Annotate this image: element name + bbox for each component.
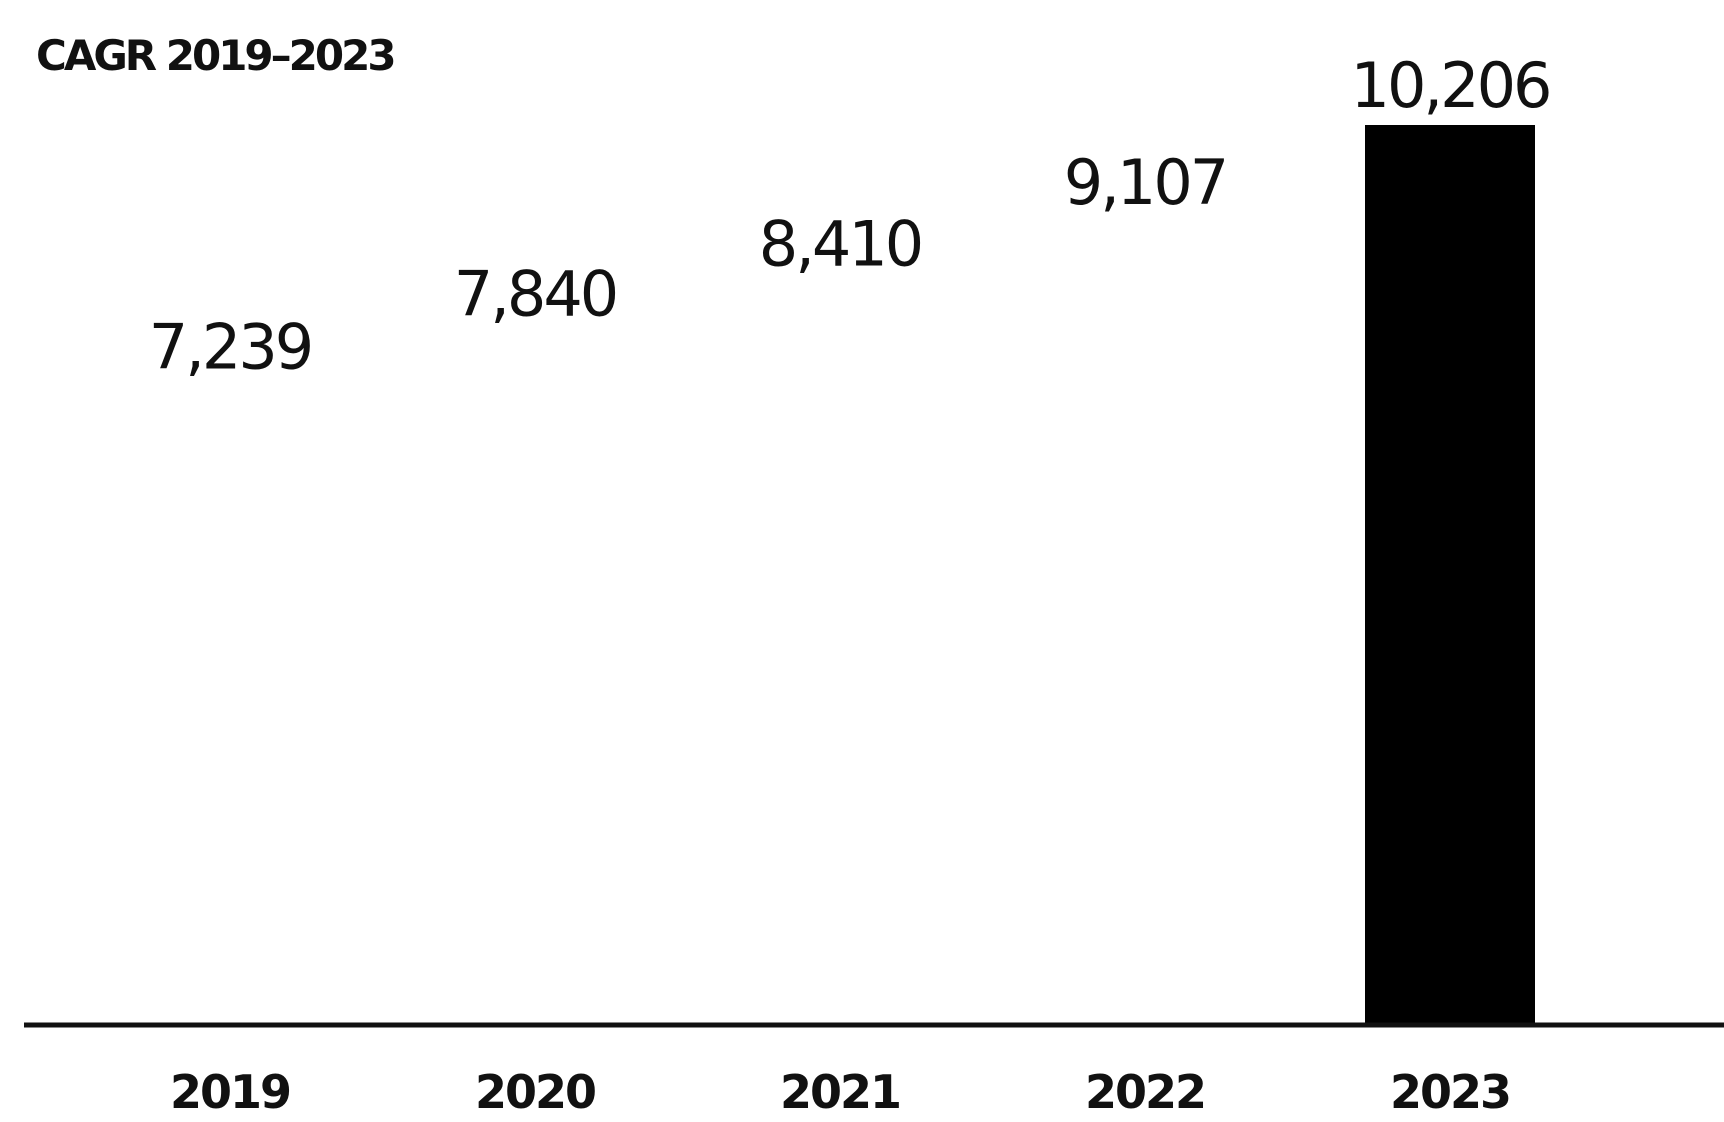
- value-label-2023: 10,206: [1351, 49, 1550, 122]
- value-label-2019: 7,239: [149, 311, 312, 384]
- tick-label-2019: 2019: [170, 1065, 290, 1119]
- value-label-2020: 7,840: [454, 258, 617, 331]
- bar-2020: [450, 334, 620, 1025]
- chart-title: CAGR 2019–2023: [36, 31, 394, 80]
- tick-label-2022: 2022: [1085, 1065, 1205, 1119]
- bar-2023: [1365, 125, 1535, 1025]
- value-label-2022: 9,107: [1064, 146, 1227, 219]
- bar-2022: [1060, 222, 1230, 1025]
- tick-label-2020: 2020: [475, 1065, 595, 1119]
- bar-2021: [755, 283, 925, 1025]
- value-labels-group: 7,239 7,840 8,410 9,107 10,206: [149, 49, 1553, 384]
- tick-label-2023: 2023: [1390, 1065, 1510, 1119]
- bar-2019: [145, 387, 315, 1025]
- tick-label-2021: 2021: [780, 1065, 900, 1119]
- tick-labels-group: 2019 2020 2021 2022 2023: [170, 1065, 1512, 1119]
- bars-group: [145, 125, 1535, 1025]
- value-label-2021: 8,410: [759, 207, 922, 280]
